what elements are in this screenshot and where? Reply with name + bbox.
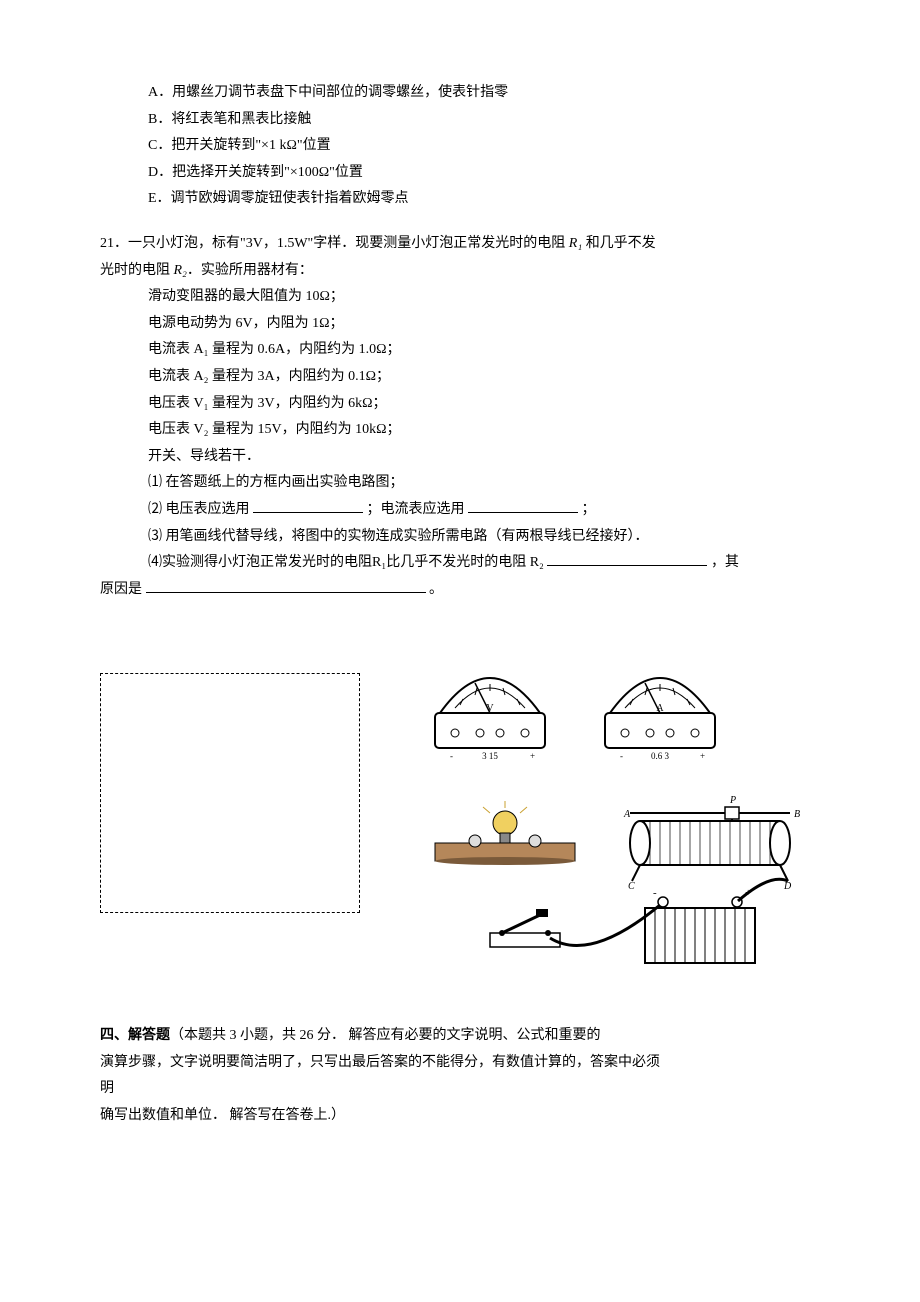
apparatus-diagram: V 3 15 - + (390, 663, 810, 983)
battery-icon: - + (645, 887, 755, 963)
q21-p4-a: ⑷实验测得小灯泡正常发光时的电阻R₁比几乎不发光时的电阻 R₂ (148, 555, 544, 570)
blank-reason[interactable] (146, 578, 426, 593)
q21-r2: R₂ (174, 263, 187, 278)
rheostat-C: C (628, 881, 635, 892)
q21-part4-line1: ⑷实验测得小灯泡正常发光时的电阻R₁比几乎不发光时的电阻 R₂ ，其 (148, 550, 820, 577)
battery-minus: - (653, 887, 657, 899)
q21-stem-line2: 光时的电阻 R₂．实验所用器材有： (100, 258, 820, 285)
option-d: D．把选择开关旋转到"×100Ω"位置 (148, 160, 820, 187)
rheostat-icon: A B C D P (623, 795, 800, 892)
option-c: C．把开关旋转到"×1 kΩ"位置 (148, 133, 820, 160)
q21-part3: ⑶ 用笔画线代替导线，将图中的实物连成实验所需电路（有两根导线已经接好）． (148, 524, 820, 551)
q21-item-2: 电流表 A₁ 量程为 0.6A，内阻约为 1.0Ω； (148, 337, 820, 364)
wire-1 (550, 905, 660, 946)
bulb-icon (435, 801, 575, 865)
section-4-line1: 四、解答题（本题共 3 小题，共 26 分． 解答应有必要的文字说明、公式和重要… (100, 1023, 820, 1050)
blank-compare[interactable] (547, 551, 707, 566)
q21-part4-line2: 原因是 。 (100, 577, 820, 604)
ammeter-minus: - (620, 751, 623, 761)
options-block: A．用螺丝刀调节表盘下中间部位的调零螺丝，使表针指零 B．将红表笔和黑表比接触 … (148, 80, 820, 213)
q21-item-6: 开关、导线若干． (148, 444, 820, 471)
q21: 21．一只小灯泡，标有"3V，1.5W"字样．现要测量小灯泡正常发光时的电阻 R… (100, 231, 820, 603)
section-4-line3: 明 (100, 1076, 820, 1103)
apparatus-svg: V 3 15 - + (390, 663, 810, 983)
section-4-title: 四、解答题 (100, 1028, 170, 1043)
voltmeter-plus: + (530, 751, 535, 761)
rheostat-B: B (794, 809, 800, 820)
answer-box[interactable] (100, 673, 360, 913)
q21-item-3: 电流表 A₂ 量程为 3A，内阻约为 0.1Ω； (148, 364, 820, 391)
section-4-line2: 演算步骤，文字说明要简洁明了，只写出最后答案的不能得分，有数值计算的，答案中必须 (100, 1050, 820, 1077)
q21-p4-d: 。 (429, 582, 443, 597)
section-4-line4: 确写出数值和单位． 解答写在答卷上.） (100, 1103, 820, 1130)
option-e: E．调节欧姆调零旋钮使表针指着欧姆零点 (148, 186, 820, 213)
voltmeter-minus: - (450, 751, 453, 761)
figure-row: V 3 15 - + (100, 663, 820, 983)
page: A．用螺丝刀调节表盘下中间部位的调零螺丝，使表针指零 B．将红表笔和黑表比接触 … (0, 0, 920, 1302)
q21-stem-a: 21．一只小灯泡，标有"3V，1.5W"字样．现要测量小灯泡正常发光时的电阻 (100, 236, 569, 251)
q21-p2-c: ； (582, 502, 596, 517)
blank-voltmeter[interactable] (253, 498, 363, 513)
option-b: B．将红表笔和黑表比接触 (148, 107, 820, 134)
q21-items: 滑动变阻器的最大阻值为 10Ω； 电源电动势为 6V，内阻为 1Ω； 电流表 A… (148, 284, 820, 577)
q21-p2-a: ⑵ 电压表应选用 (148, 502, 253, 517)
rheostat-D: D (783, 881, 792, 892)
q21-item-4: 电压表 V₁ 量程为 3V，内阻约为 6kΩ； (148, 391, 820, 418)
q21-p2-b: ；电流表应选用 (367, 502, 469, 517)
q21-p4-c: 原因是 (100, 582, 142, 597)
voltmeter-icon: V 3 15 - + (435, 678, 545, 761)
rheostat-A: A (623, 809, 631, 820)
ammeter-scale: 0.6 3 (651, 751, 670, 761)
section-4-paren: （本题共 3 小题，共 26 分． 解答应有必要的文字说明、公式和重要的 (170, 1028, 601, 1043)
q21-item-1: 电源电动势为 6V，内阻为 1Ω； (148, 311, 820, 338)
rheostat-P: P (729, 795, 736, 806)
blank-ammeter[interactable] (468, 498, 578, 513)
section-4: 四、解答题（本题共 3 小题，共 26 分． 解答应有必要的文字说明、公式和重要… (100, 1023, 820, 1129)
q21-stem-c: 光时的电阻 (100, 263, 174, 278)
switch-icon (490, 909, 560, 947)
ammeter-plus: + (700, 751, 705, 761)
q21-item-5: 电压表 V₂ 量程为 15V，内阻约为 10kΩ； (148, 417, 820, 444)
option-a: A．用螺丝刀调节表盘下中间部位的调零螺丝，使表针指零 (148, 80, 820, 107)
q21-stem-line1: 21．一只小灯泡，标有"3V，1.5W"字样．现要测量小灯泡正常发光时的电阻 R… (100, 231, 820, 258)
q21-item-7: ⑴ 在答题纸上的方框内画出实验电路图； (148, 470, 820, 497)
q21-r1: R₁ (569, 236, 582, 251)
q21-part2: ⑵ 电压表应选用 ；电流表应选用 ； (148, 497, 820, 524)
voltmeter-scale: 3 15 (482, 751, 498, 761)
q21-item-0: 滑动变阻器的最大阻值为 10Ω； (148, 284, 820, 311)
q21-stem-d: ．实验所用器材有： (187, 263, 313, 278)
voltmeter-v-label: V (486, 703, 494, 714)
q21-stem-b: 和几乎不发 (582, 236, 656, 251)
ammeter-a-label: A (656, 703, 664, 714)
q21-p4-b: ，其 (711, 555, 739, 570)
ammeter-icon: A 0.6 3 - + (605, 678, 715, 761)
